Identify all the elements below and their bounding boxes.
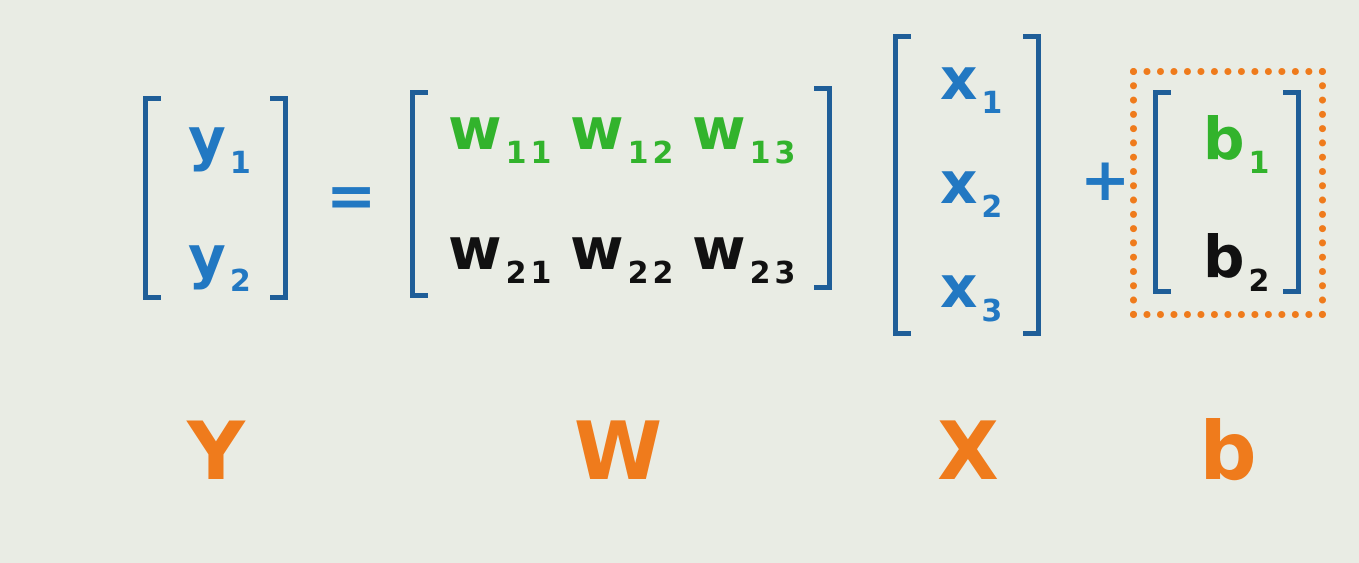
x-left-bracket	[893, 34, 911, 336]
b-right-bracket	[1283, 90, 1301, 294]
equals-sign: =	[326, 161, 377, 231]
x-1-sub: 1	[981, 86, 1007, 121]
w-22-sub: 22	[627, 256, 678, 291]
w-22-base: w	[570, 215, 624, 283]
b-2-base: b	[1203, 223, 1245, 291]
x-2-base: x	[940, 149, 978, 217]
w-12-sub: 12	[627, 136, 678, 171]
w-11-base: w	[448, 95, 502, 163]
w-23-base: w	[692, 215, 746, 283]
y-1-sub: 1	[229, 146, 255, 181]
x-1-base: x	[940, 45, 978, 113]
x-3-sub: 3	[981, 294, 1007, 329]
w-11: w 11	[448, 100, 555, 169]
y-right-bracket	[270, 96, 288, 300]
y-2-base: y	[188, 223, 226, 291]
b-1-sub: 1	[1248, 146, 1274, 181]
w-21: w 21	[448, 220, 555, 289]
caption-w: W	[573, 405, 663, 498]
x-right-bracket	[1023, 34, 1041, 336]
b-highlight-box	[1130, 68, 1326, 318]
w-21-base: w	[448, 215, 502, 283]
y-1-base: y	[188, 105, 226, 173]
w-13-sub: 13	[749, 136, 800, 171]
plus-sign: +	[1080, 145, 1131, 215]
b-2-sub: 2	[1248, 264, 1274, 299]
y-2-sub: 2	[229, 264, 255, 299]
w-13-base: w	[692, 95, 746, 163]
x-2-sub: 2	[981, 190, 1007, 225]
caption-b: b	[1199, 405, 1257, 498]
w-13: w 13	[692, 100, 799, 169]
w-left-bracket	[410, 90, 428, 298]
caption-x: X	[937, 405, 999, 498]
w-12: w 12	[570, 100, 677, 169]
b-left-bracket	[1153, 90, 1171, 294]
w-23-sub: 23	[749, 256, 800, 291]
caption-y: Y	[187, 405, 245, 498]
b-1-base: b	[1203, 105, 1245, 173]
w-21-sub: 21	[505, 256, 556, 291]
x-3-base: x	[940, 253, 978, 321]
y-left-bracket	[143, 96, 161, 300]
w-23: w 23	[692, 220, 799, 289]
w-12-base: w	[570, 95, 624, 163]
w-11-sub: 11	[505, 136, 556, 171]
w-right-bracket	[814, 86, 832, 290]
w-22: w 22	[570, 220, 677, 289]
